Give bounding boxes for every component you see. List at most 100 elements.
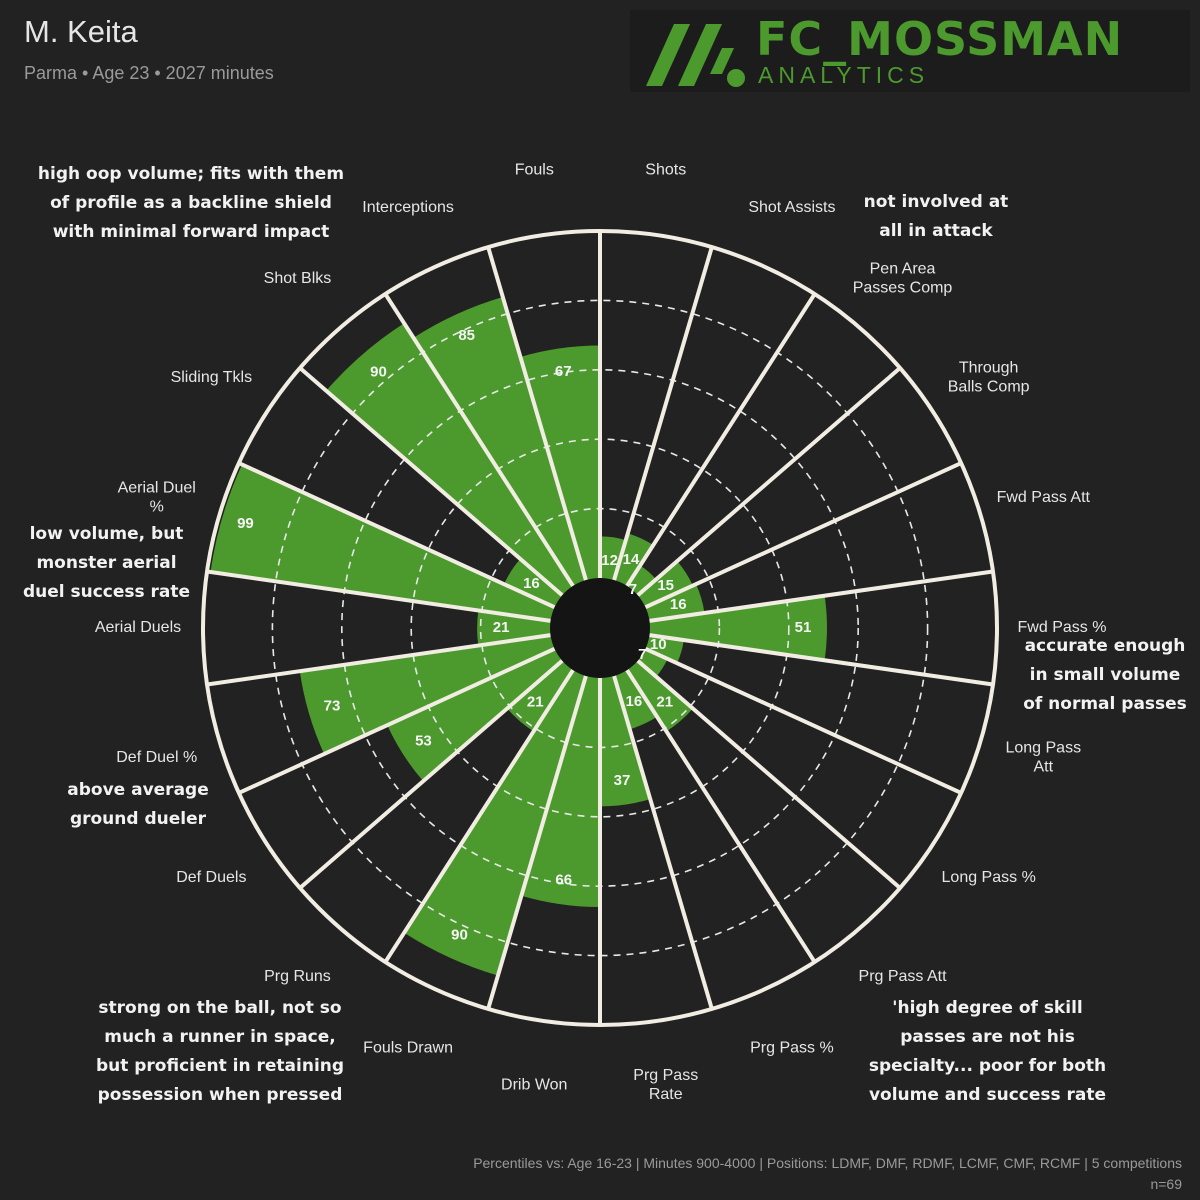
category-label: Shot Assists	[748, 199, 835, 216]
note-line: not involved at	[863, 192, 1009, 212]
slanted-bars-logo-icon	[646, 24, 745, 87]
center-hub	[550, 578, 650, 678]
category-label: Shots	[645, 162, 686, 179]
note-ground: above average ground dueler	[48, 776, 228, 834]
footer-sample-size: n=69	[1150, 1176, 1182, 1192]
spoke	[625, 668, 817, 964]
spoke	[625, 292, 817, 588]
note-line: duel success rate	[22, 582, 191, 602]
value-label: 90	[451, 927, 468, 944]
note-carrying: strong on the ball, not so much a runner…	[80, 994, 360, 1110]
spoke	[649, 569, 994, 623]
category-label: Pen Area Passes Comp	[853, 261, 953, 297]
category-label: Long Pass %	[942, 869, 1036, 886]
note-defending: high oop volume; fits with them of profi…	[26, 160, 356, 247]
spoke	[298, 659, 564, 890]
spoke	[612, 246, 714, 581]
note-line: of normal passes	[1023, 694, 1187, 714]
category-label: Interceptions	[362, 199, 454, 216]
spoke	[612, 675, 714, 1010]
spoke	[486, 246, 588, 581]
note-attack: not involved at all in attack	[846, 188, 1026, 246]
footer-comparison: Percentiles vs: Age 16-23 | Minutes 900-…	[473, 1155, 1182, 1171]
logo-title: FC_MOSSMAN	[756, 12, 1124, 66]
note-line: passes are not his	[900, 1027, 1075, 1047]
category-label: Fouls Drawn	[363, 1039, 453, 1056]
category-label: Aerial Duels	[95, 619, 181, 636]
note-line: 'high degree of skill	[892, 998, 1083, 1018]
category-label: Prg Pass Att	[859, 968, 948, 985]
value-label: 16	[626, 693, 643, 710]
spoke	[206, 569, 551, 623]
bar	[210, 464, 600, 628]
value-label: 37	[614, 772, 631, 789]
category-label: Through Balls Comp	[948, 360, 1030, 396]
category-label: Def Duels	[176, 869, 246, 886]
bar	[387, 628, 600, 782]
note-line: monster aerial	[36, 553, 177, 573]
value-label: 7	[629, 581, 637, 598]
spoke	[238, 461, 556, 610]
bar	[477, 610, 600, 646]
spoke	[636, 659, 902, 890]
value-label: 66	[555, 871, 572, 888]
spoke	[298, 366, 564, 597]
player-meta: Parma • Age 23 • 2027 minutes	[24, 63, 274, 83]
brand-logo: FC_MOSSMAN ANALYTICS	[630, 10, 1190, 92]
note-line: low volume, but	[29, 524, 184, 544]
note-line: specialty... poor for both	[868, 1056, 1107, 1076]
category-label: Fouls	[515, 162, 554, 179]
value-label: 85	[458, 327, 475, 344]
note-line: possession when pressed	[97, 1085, 343, 1105]
category-label: Prg Runs	[264, 968, 331, 985]
spoke	[649, 633, 994, 687]
footer: Percentiles vs: Age 16-23 | Minutes 900-…	[473, 1153, 1182, 1195]
value-label: 53	[415, 732, 432, 749]
category-label: Long Pass Att	[1005, 740, 1081, 776]
note-line: all in attack	[879, 221, 993, 241]
note-aerial: low volume, but monster aerial duel succ…	[14, 520, 199, 607]
spoke	[644, 461, 962, 610]
category-label: Aerial Duel%	[118, 480, 196, 516]
spoke	[644, 646, 962, 795]
category-label: Shot Blks	[264, 270, 332, 287]
player-name: M. Keita	[24, 14, 138, 49]
note-line: ground dueler	[69, 809, 207, 829]
value-label: 51	[795, 619, 812, 636]
value-label: 10	[650, 636, 667, 653]
value-label: 15	[657, 577, 674, 594]
bar	[326, 323, 600, 628]
note-line: of profile as a backline shield	[50, 193, 332, 213]
note-line: high oop volume; fits with them	[37, 164, 345, 184]
spoke	[636, 366, 902, 597]
value-label: 7	[638, 646, 646, 663]
value-label: 67	[555, 363, 572, 380]
category-label: Def Duel %	[116, 749, 197, 766]
spoke	[383, 292, 575, 588]
spoke	[383, 668, 575, 964]
note-line: strong on the ball, not so	[98, 998, 342, 1018]
category-label: Sliding Tkls	[171, 369, 253, 386]
category-label: Fwd Pass Att	[997, 489, 1091, 506]
note-line: in small volume	[1029, 665, 1181, 685]
note-line: with minimal forward impact	[52, 222, 330, 242]
grid-ring	[271, 299, 929, 957]
value-label: 21	[527, 694, 544, 711]
value-label: 21	[493, 619, 510, 636]
bar	[404, 628, 600, 976]
value-label: 73	[324, 698, 341, 715]
note-line: but proficient in retaining	[95, 1056, 345, 1076]
note-line: above average	[67, 780, 209, 800]
note-line: much a runner in space,	[104, 1027, 336, 1047]
spoke	[206, 633, 551, 687]
value-label: 16	[670, 596, 687, 613]
category-label: Drib Won	[501, 1077, 567, 1094]
spoke	[238, 646, 556, 795]
category-label: Prg Pass %	[750, 1039, 834, 1056]
note-line: volume and success rate	[868, 1085, 1107, 1105]
bar	[299, 628, 600, 754]
outer-ring	[201, 229, 999, 1027]
value-label: 21	[656, 694, 673, 711]
value-label: 99	[237, 515, 254, 532]
